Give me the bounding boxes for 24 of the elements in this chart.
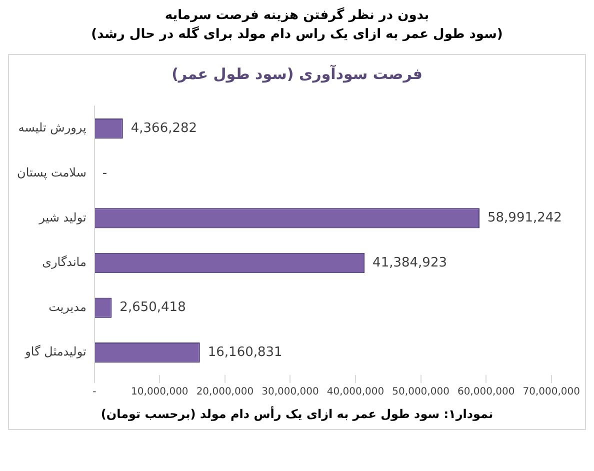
data-label: -: [102, 166, 108, 181]
y-tick-label: تولیدمثل گاو: [24, 344, 86, 359]
text: فرصت سودآوری (سود طول عمر): [170, 65, 424, 83]
y-tick-label: مدیریت: [48, 300, 86, 314]
x-tick-label: 50,000,000: [392, 386, 450, 398]
y-tick-label: تولید شیر: [38, 210, 86, 224]
data-label: 16,160,831: [208, 344, 282, 360]
x-axis-title: نمودار۱: سود طول عمر به ازای یک رأس دام مولد (برحسب تومان): [100, 405, 494, 423]
y-tick-label: سلامت پستان: [17, 166, 86, 180]
x-tick-label: 20,000,000: [196, 386, 254, 398]
data-label: 2,650,418: [120, 300, 186, 316]
chart-title: بدون در نظر گرفتن هزینه فرصت سرمایه: [164, 8, 430, 23]
x-tick-label: 60,000,000: [457, 386, 515, 398]
data-label: 58,991,242: [488, 210, 562, 226]
data-label: 4,366,282: [130, 120, 198, 136]
x-tick-label: -: [92, 386, 97, 398]
x-tick-label: 40,000,000: [326, 386, 384, 398]
x-tick-label: 30,000,000: [262, 386, 319, 398]
y-tick-label: ماندگاری: [42, 255, 86, 270]
chart-subtitle: (سود طول عمر به ازای یک راس دام مولد برای گله در حال رشد): [90, 27, 504, 42]
data-label: 41,384,923: [372, 255, 447, 270]
x-tick-label: 70,000,000: [522, 386, 580, 398]
y-tick-label: پرورش تلیسه: [18, 120, 86, 135]
x-tick-label: 10,000,000: [131, 386, 188, 398]
